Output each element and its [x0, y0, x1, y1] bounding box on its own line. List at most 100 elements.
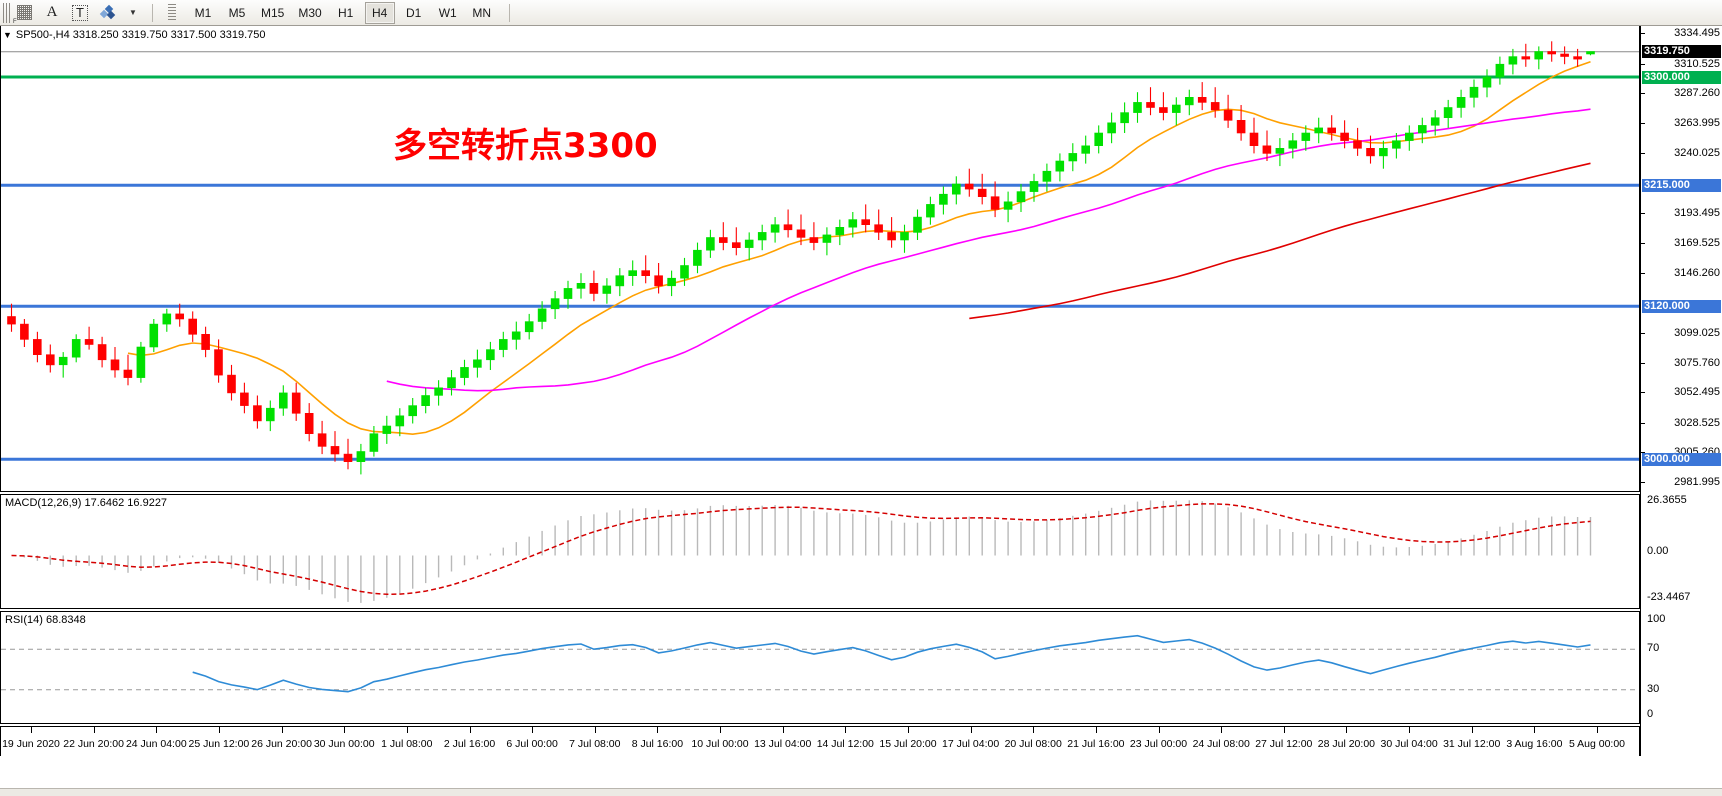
price-tick-label: 3334.495 [1674, 27, 1720, 39]
time-tick-label: 5 Aug 00:00 [1568, 738, 1626, 750]
time-tick [1534, 727, 1536, 733]
timeframe-h4[interactable]: H4 [364, 1, 395, 24]
timeframe-m15[interactable]: M15 [261, 5, 285, 20]
price-tick-label: 3052.495 [1674, 386, 1720, 399]
timeframe-m1[interactable]: M1 [194, 5, 212, 20]
price-chip-green-level[interactable]: 3300.000 [1642, 70, 1721, 84]
price-tick-label: 3028.525 [1674, 416, 1720, 429]
time-tick-label: 23 Jul 00:00 [1129, 738, 1188, 750]
price-tick [1641, 63, 1645, 65]
time-tick [1158, 727, 1160, 733]
time-tick-label: 2 Jul 16:00 [443, 738, 496, 750]
price-tick [1641, 122, 1645, 124]
time-tick-label: 21 Jul 16:00 [1067, 738, 1125, 750]
time-tick [469, 727, 471, 733]
time-tick-label: 14 Jul 12:00 [816, 738, 874, 750]
time-tick [93, 727, 95, 733]
rsi-chart-svg [1, 634, 1639, 693]
macd-pane[interactable]: MACD(12,26,9) 17.6462 16.9227 [0, 494, 1640, 609]
price-tick [1641, 422, 1645, 424]
price-axis[interactable]: 3334.495 3310.525 3287.260 3263.995 3240.025… [1640, 26, 1722, 756]
text-object-icon[interactable]: T [67, 2, 93, 24]
toolbar-grip[interactable] [3, 2, 10, 23]
rsi-tick-label: 0 [1647, 708, 1654, 720]
time-tick [156, 727, 158, 733]
time-tick-label: 3 Aug 16:00 [1506, 738, 1563, 750]
time-tick [1597, 727, 1598, 733]
price-chip-blue-level[interactable]: 3120.000 [1642, 299, 1721, 313]
time-tick [782, 727, 784, 733]
timeframe-h1[interactable]: H1 [338, 5, 354, 20]
price-tick [1641, 153, 1645, 155]
time-tick-label: 20 Jul 08:00 [1004, 738, 1062, 750]
time-tick [1033, 727, 1035, 733]
price-tick [1641, 33, 1645, 34]
macd-signal-line [11, 503, 1591, 596]
price-tick-label: 3240.025 [1674, 147, 1720, 160]
time-tick-label: 28 Jul 20:00 [1317, 738, 1375, 750]
price-tick [1641, 392, 1645, 394]
symbol-info-text: SP500-,H4 3318.250 3319.750 3317.500 331… [15, 29, 266, 41]
price-chip-blue-level[interactable]: 3215.000 [1642, 178, 1721, 192]
chart-area[interactable]: ▼ SP500-,H4 3318.250 3319.750 3317.500 3… [0, 26, 1722, 796]
symbol-info-bar[interactable]: ▼ SP500-,H4 3318.250 3319.750 3317.500 3… [3, 28, 265, 42]
timeframe-w1[interactable]: W1 [438, 5, 457, 20]
time-tick-label: 17 Jul 04:00 [941, 738, 1000, 750]
timeframe-d1[interactable]: D1 [406, 5, 422, 20]
price-tick-label: 3287.260 [1674, 87, 1720, 100]
timeframe-mn[interactable]: MN [472, 5, 492, 20]
time-tick-label: 15 Jul 20:00 [879, 738, 937, 750]
toolbar-divider-2 [508, 3, 510, 22]
moving-average-1 [386, 108, 1591, 392]
timeframe-m5[interactable]: M5 [228, 5, 246, 20]
macd-chart-svg [11, 500, 1592, 603]
time-tick [657, 727, 659, 733]
macd-tick-label: 0.00 [1647, 544, 1669, 557]
timeframe-m30[interactable]: M30 [298, 5, 322, 20]
time-tick-label: 6 Jul 00:00 [506, 738, 558, 750]
time-tick-label: 30 Jul 04:00 [1380, 738, 1438, 750]
timeframe-group: M1 M5 M15 M30 H1 H4 D1 W1 MN [186, 1, 499, 24]
price-tick-label: 3263.995 [1674, 116, 1720, 129]
time-tick [1346, 727, 1348, 733]
rsi-pane[interactable]: RSI(14) 68.8348 [0, 611, 1640, 724]
time-tick [1095, 727, 1097, 733]
price-tick-label: 3169.525 [1674, 237, 1720, 250]
price-tick [1641, 243, 1645, 245]
time-tick-label: 26 Jun 20:00 [251, 738, 312, 750]
time-tick-label: 24 Jun 04:00 [125, 738, 187, 750]
collapse-triangle-icon[interactable]: ▼ [3, 30, 12, 40]
macd-label: MACD(12,26,9) 17.6462 16.9227 [5, 497, 168, 509]
periods-grip-icon[interactable] [159, 2, 185, 24]
time-tick-label: 8 Jul 16:00 [631, 738, 684, 750]
price-chip-last-price[interactable]: 3319.750 [1642, 45, 1721, 59]
price-tick [1641, 333, 1645, 334]
template-grid-icon[interactable]: F [11, 2, 37, 25]
price-tick [1641, 362, 1645, 364]
moving-average-0 [127, 60, 1591, 436]
price-chip-blue-level[interactable]: 3000.000 [1642, 452, 1721, 466]
price-tick-label: 3075.760 [1674, 356, 1720, 369]
time-tick [1471, 727, 1473, 733]
time-tick [845, 727, 847, 733]
status-bar [0, 788, 1722, 796]
price-tick-label: 2981.995 [1674, 476, 1720, 489]
text-label-icon[interactable]: A [46, 4, 58, 20]
time-tick [344, 727, 346, 733]
time-tick-label: 10 Jul 00:00 [691, 738, 749, 750]
main-toolbar: F A T ▼ M1 M5 M15 M30 H1 H4 D1 W1 MN [0, 0, 1722, 26]
time-tick [594, 727, 596, 733]
time-tick-label: 24 Jul 08:00 [1192, 738, 1250, 750]
toolbar-divider [152, 3, 153, 22]
time-tick [970, 727, 972, 733]
price-tick-label: 3193.495 [1674, 206, 1720, 219]
time-tick-label: 30 Jun 00:00 [313, 738, 375, 750]
objects-dropdown-icon[interactable]: ▼ [129, 8, 137, 17]
time-tick [281, 727, 283, 733]
time-tick-label: 25 Jun 12:00 [188, 738, 250, 750]
time-axis[interactable]: 19 Jun 2020 22 Jun 20:00 24 Jun 04:00 25 Ju… [0, 726, 1640, 756]
price-pane[interactable]: ▼ SP500-,H4 3318.250 3319.750 3317.500 3… [0, 26, 1640, 492]
rsi-line [192, 634, 1591, 693]
objects-icon[interactable] [95, 2, 121, 24]
macd-tick-label: 26.3655 [1647, 494, 1687, 506]
